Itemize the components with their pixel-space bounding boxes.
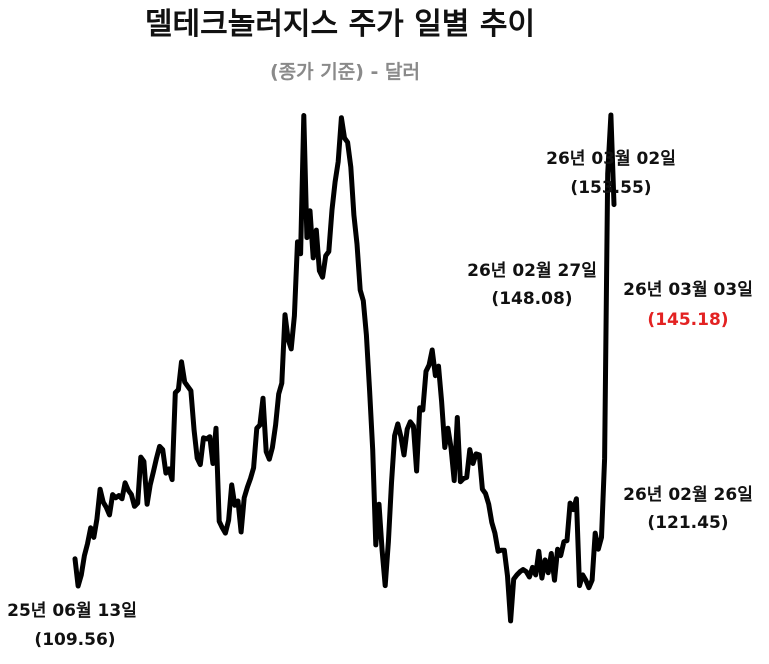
annotation-feb26-date: 26년 02월 26일 xyxy=(623,485,753,505)
annotation-mar03-date: 26년 03월 03일 xyxy=(623,280,753,300)
chart-subtitle: (종가 기준) - 달러 xyxy=(270,61,420,83)
annotation-mar03-value: (145.18) xyxy=(647,310,728,330)
annotation-mar02-value: (153.55) xyxy=(570,178,651,198)
annotation-first-value: (109.56) xyxy=(34,630,115,650)
annotation-feb27-value: (148.08) xyxy=(491,289,572,309)
price-line-series xyxy=(72,112,617,624)
annotation-feb27-date: 26년 02월 27일 xyxy=(467,261,597,281)
chart-title: 델테크놀러지스 주가 일별 추이 xyxy=(145,7,535,42)
annotation-feb26-value: (121.45) xyxy=(647,513,728,533)
annotation-mar02-date: 26년 03월 02일 xyxy=(546,149,676,169)
annotation-first-date: 25년 06월 13일 xyxy=(7,601,137,621)
